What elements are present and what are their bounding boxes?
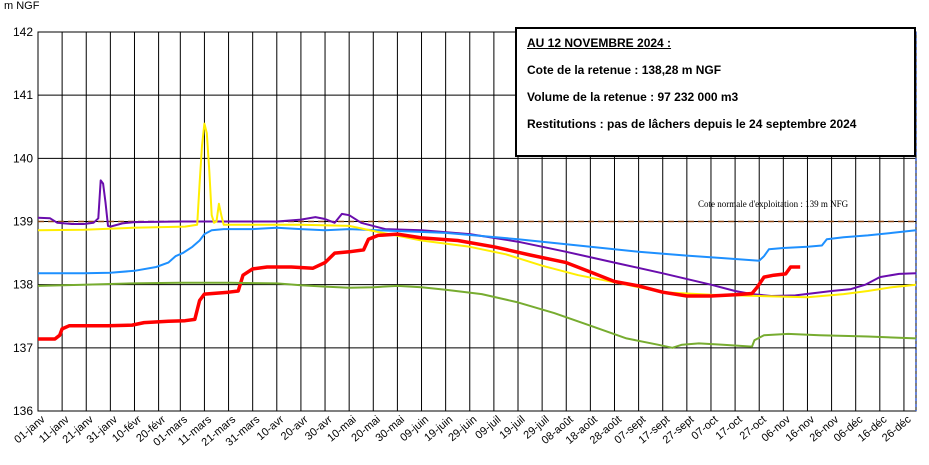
x-tick-label: 09-juil — [473, 414, 503, 442]
status-restitutions: Restitutions : pas de lâchers depuis le … — [527, 117, 857, 131]
y-tick-label: 142 — [13, 25, 33, 39]
y-axis-unit-label: m NGF — [4, 0, 40, 12]
reference-line-label: Cote normale d'exploitation : 139 m NFG — [698, 199, 849, 209]
series-line-4 — [38, 232, 801, 341]
x-tick-label: 17-oct — [714, 414, 745, 443]
status-volume: Volume de la retenue : 97 232 000 m3 — [527, 90, 739, 104]
y-tick-label: 140 — [13, 151, 33, 165]
series-line-1 — [37, 179, 917, 297]
y-tick-label: 136 — [13, 404, 33, 418]
x-tick-label: 07-oct — [689, 414, 720, 443]
series-line-5 — [37, 281, 917, 349]
y-tick-label: 138 — [13, 278, 33, 292]
status-info-box: AU 12 NOVEMBRE 2024 : Cote de la retenue… — [515, 27, 916, 157]
status-date: AU 12 NOVEMBRE 2024 : — [527, 36, 672, 50]
series-layer — [37, 122, 917, 349]
y-tick-label: 137 — [13, 341, 33, 355]
x-tick-label: 19-juil — [497, 414, 527, 442]
y-tick-label: 141 — [13, 88, 33, 102]
y-tick-label: 139 — [13, 215, 33, 229]
status-cote: Cote de la retenue : 138,28 m NGF — [527, 63, 722, 77]
